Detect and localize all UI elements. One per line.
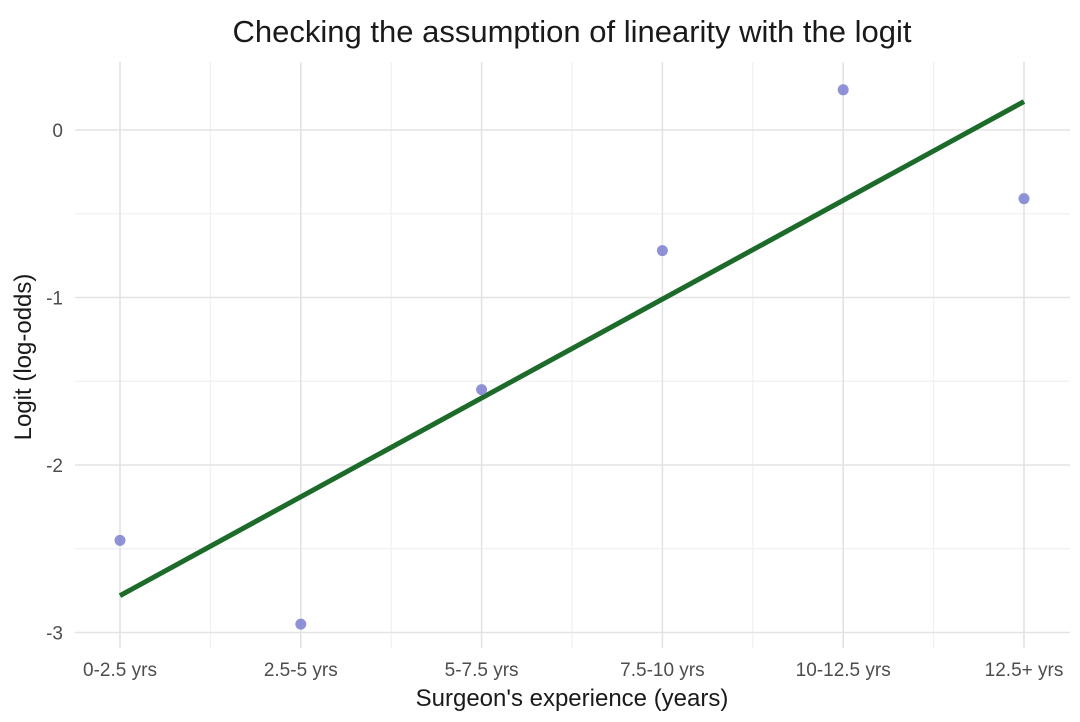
x-tick-label: 2.5-5 yrs xyxy=(264,660,338,681)
x-tick-label: 5-7.5 yrs xyxy=(445,660,519,681)
chart-title: Checking the assumption of linearity wit… xyxy=(233,14,912,49)
y-axis-title: Logit (log-odds) xyxy=(10,274,37,441)
fit-line-layer xyxy=(118,99,1026,598)
y-tick-label: -1 xyxy=(46,289,63,310)
data-point xyxy=(114,534,126,546)
grid xyxy=(75,62,1070,648)
data-point xyxy=(476,384,488,396)
y-tick-label: -3 xyxy=(46,624,63,645)
y-tick-labels: 0 -1 -2 -3 xyxy=(46,121,63,645)
y-tick-label: -2 xyxy=(46,456,63,477)
x-tick-label: 10-12.5 yrs xyxy=(796,660,891,681)
x-axis-title: Surgeon's experience (years) xyxy=(416,685,729,712)
data-point xyxy=(837,84,849,96)
data-point xyxy=(656,245,668,257)
data-point xyxy=(295,618,307,630)
x-tick-label: 7.5-10 yrs xyxy=(620,660,704,681)
data-point xyxy=(1018,193,1030,205)
linear-fit-line xyxy=(118,99,1026,598)
x-tick-label: 12.5+ yrs xyxy=(985,660,1064,681)
x-tick-labels: 0-2.5 yrs 2.5-5 yrs 5-7.5 yrs 7.5-10 yrs 10-… xyxy=(83,660,1063,681)
y-tick-label: 0 xyxy=(52,121,63,142)
points-layer xyxy=(114,84,1030,630)
x-tick-label: 0-2.5 yrs xyxy=(83,660,157,681)
